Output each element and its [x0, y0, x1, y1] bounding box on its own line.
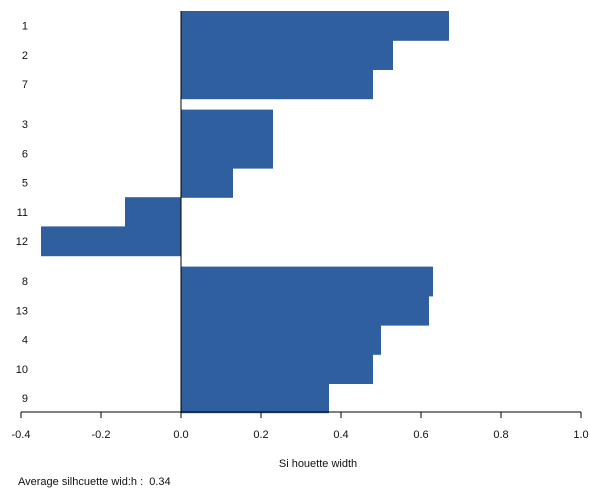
bar-4	[181, 325, 381, 355]
bar-6	[181, 138, 273, 169]
x-ticks-layer: -0.4 -0.2 0.0 0.2 0.4 0.6 0.8 1.0	[12, 412, 589, 441]
bar-3	[181, 109, 273, 140]
x-tick-label: 0.2	[253, 429, 268, 441]
y-label-1: 1	[22, 21, 28, 33]
y-label-11: 11	[17, 207, 28, 219]
x-tick-label: 1.0	[573, 429, 588, 441]
bar-12	[41, 226, 181, 257]
y-label-10: 10	[16, 364, 28, 376]
x-tick-label: 0.6	[413, 429, 428, 441]
bar-10	[181, 354, 373, 384]
bar-5	[181, 168, 233, 198]
y-label-9: 9	[22, 393, 28, 405]
x-tick-label: 0.0	[173, 429, 188, 441]
average-silhouette-width: Average silhcuette wid:h : 0.34	[18, 476, 171, 488]
y-label-13: 13	[16, 305, 28, 317]
y-label-3: 3	[22, 119, 28, 131]
bar-7	[181, 69, 373, 100]
bar-8	[181, 266, 433, 297]
bars-layer	[41, 11, 449, 414]
bar-9	[181, 383, 329, 414]
bar-11	[125, 197, 181, 227]
y-label-12: 12	[16, 236, 28, 248]
y-label-4: 4	[22, 335, 28, 347]
y-label-8: 8	[22, 276, 28, 288]
x-tick-label: 0.8	[493, 429, 508, 441]
y-label-2: 2	[22, 50, 28, 62]
x-tick-label: -0.4	[12, 429, 31, 441]
bar-2	[181, 40, 393, 70]
bar-13	[181, 295, 429, 326]
x-axis-label: Si houette width	[279, 458, 357, 470]
y-label-6: 6	[22, 148, 28, 160]
bar-1	[181, 11, 449, 41]
x-tick-label: -0.2	[92, 429, 111, 441]
x-tick-label: 0.4	[333, 429, 348, 441]
y-label-7: 7	[22, 79, 28, 91]
y-label-5: 5	[22, 178, 28, 190]
